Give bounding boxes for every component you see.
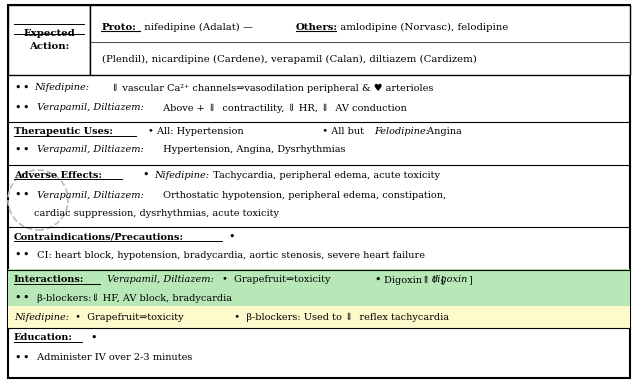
Text: Verapamil, Diltiazem:: Verapamil, Diltiazem: bbox=[34, 146, 144, 154]
Text: •  Grapefruit⇒toxicity: • Grapefruit⇒toxicity bbox=[222, 275, 330, 285]
Text: Interactions:: Interactions: bbox=[14, 275, 84, 285]
Text: Hypertension, Angina, Dysrhythmias: Hypertension, Angina, Dysrhythmias bbox=[160, 146, 346, 154]
Text: •: • bbox=[14, 83, 20, 93]
Text: •: • bbox=[22, 83, 29, 93]
Text: Education:: Education: bbox=[14, 334, 73, 342]
Text: ]: ] bbox=[468, 275, 471, 285]
Text: nifedipine (Adalat) —: nifedipine (Adalat) — bbox=[141, 23, 256, 31]
Text: CI: heart block, hypotension, bradycardia, aortic stenosis, severe heart failure: CI: heart block, hypotension, bradycardi… bbox=[34, 250, 425, 260]
Text: cardiac suppression, dysrhythmias, acute toxicity: cardiac suppression, dysrhythmias, acute… bbox=[34, 208, 279, 218]
Text: Verapamil, Diltiazem:: Verapamil, Diltiazem: bbox=[104, 275, 214, 285]
Text: Adverse Effects:: Adverse Effects: bbox=[14, 170, 102, 180]
FancyBboxPatch shape bbox=[8, 269, 630, 307]
Text: Expected
Action:: Expected Action: bbox=[23, 29, 75, 51]
Text: •: • bbox=[22, 103, 29, 113]
Text: ⇓ vascular Ca²⁺ channels⇒vasodilation peripheral & ♥ arterioles: ⇓ vascular Ca²⁺ channels⇒vasodilation pe… bbox=[108, 83, 433, 93]
Text: Contraindications/Precautions:: Contraindications/Precautions: bbox=[14, 232, 184, 242]
Text: Digoxin⇑↑ [: Digoxin⇑↑ [ bbox=[384, 275, 445, 285]
Text: •: • bbox=[14, 250, 20, 260]
Text: Felodipine:: Felodipine: bbox=[374, 128, 429, 136]
Text: Orthostatic hypotension, peripheral edema, constipation,: Orthostatic hypotension, peripheral edem… bbox=[160, 190, 446, 200]
Text: Administer IV over 2-3 minutes: Administer IV over 2-3 minutes bbox=[34, 354, 193, 362]
Text: •: • bbox=[22, 353, 29, 363]
Text: Proto:: Proto: bbox=[102, 23, 137, 31]
Text: •: • bbox=[22, 293, 29, 303]
Text: Verapamil, Diltiazem:: Verapamil, Diltiazem: bbox=[34, 190, 144, 200]
Text: Verapamil, Diltiazem:: Verapamil, Diltiazem: bbox=[34, 103, 144, 113]
Text: •: • bbox=[90, 333, 96, 343]
Text: (Plendil), nicardipine (Cardene), verapamil (Calan), diltiazem (Cardizem): (Plendil), nicardipine (Cardene), verapa… bbox=[102, 54, 477, 64]
Text: amlodipine (Norvasc), felodipine: amlodipine (Norvasc), felodipine bbox=[337, 23, 508, 31]
Text: •: • bbox=[14, 293, 20, 303]
Text: •  Grapefruit⇒toxicity: • Grapefruit⇒toxicity bbox=[72, 313, 184, 321]
Text: •: • bbox=[136, 170, 153, 180]
Text: •: • bbox=[228, 232, 235, 242]
Text: •: • bbox=[22, 145, 29, 155]
Text: Nifedipine:: Nifedipine: bbox=[154, 170, 209, 180]
Text: Nifedipine:: Nifedipine: bbox=[14, 313, 69, 321]
Text: •: • bbox=[14, 190, 20, 200]
Text: digoxin: digoxin bbox=[432, 275, 468, 285]
FancyBboxPatch shape bbox=[8, 306, 630, 328]
Text: •: • bbox=[368, 275, 385, 285]
FancyBboxPatch shape bbox=[8, 5, 90, 75]
Text: Others:: Others: bbox=[296, 23, 338, 31]
Text: •  β-blockers: Used to ⇓  reflex tachycardia: • β-blockers: Used to ⇓ reflex tachycard… bbox=[228, 313, 449, 322]
Text: • All: Hypertension: • All: Hypertension bbox=[148, 128, 244, 136]
Text: Above + ⇓  contractility, ⇓ HR, ⇓  AV conduction: Above + ⇓ contractility, ⇓ HR, ⇓ AV cond… bbox=[160, 103, 407, 113]
Text: Therapeutic Uses:: Therapeutic Uses: bbox=[14, 128, 113, 136]
Text: β-blockers:⇓ HF, AV block, bradycardia: β-blockers:⇓ HF, AV block, bradycardia bbox=[34, 293, 232, 303]
Text: Tachycardia, peripheral edema, acute toxicity: Tachycardia, peripheral edema, acute tox… bbox=[210, 170, 440, 180]
Text: •: • bbox=[22, 250, 29, 260]
Text: •: • bbox=[14, 103, 20, 113]
FancyBboxPatch shape bbox=[8, 5, 630, 378]
Text: •: • bbox=[14, 145, 20, 155]
Text: Nifedipine:: Nifedipine: bbox=[34, 83, 89, 93]
FancyBboxPatch shape bbox=[90, 5, 630, 75]
Text: Angina: Angina bbox=[424, 128, 462, 136]
Text: • All but: • All but bbox=[316, 128, 367, 136]
Text: •: • bbox=[22, 190, 29, 200]
Text: •: • bbox=[14, 353, 20, 363]
